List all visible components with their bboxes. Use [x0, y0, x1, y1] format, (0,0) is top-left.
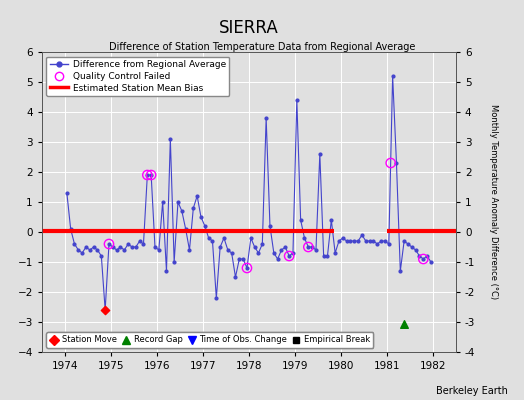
Point [419, 256, 428, 262]
Text: Difference of Station Temperature Data from Regional Average: Difference of Station Temperature Data f… [109, 42, 415, 52]
Point [285, 253, 293, 259]
Point [143, 172, 151, 178]
Y-axis label: Monthly Temperature Anomaly Difference (°C): Monthly Temperature Anomaly Difference (… [489, 104, 498, 300]
Title: SIERRA: SIERRA [219, 18, 279, 36]
Point [304, 244, 312, 250]
Point [105, 241, 113, 247]
Text: Berkeley Earth: Berkeley Earth [436, 386, 508, 396]
Point [400, 320, 408, 327]
Point [101, 307, 110, 313]
Point [387, 160, 395, 166]
Legend: Station Move, Record Gap, Time of Obs. Change, Empirical Break: Station Move, Record Gap, Time of Obs. C… [46, 332, 373, 348]
Point [147, 172, 155, 178]
Point [243, 265, 251, 271]
